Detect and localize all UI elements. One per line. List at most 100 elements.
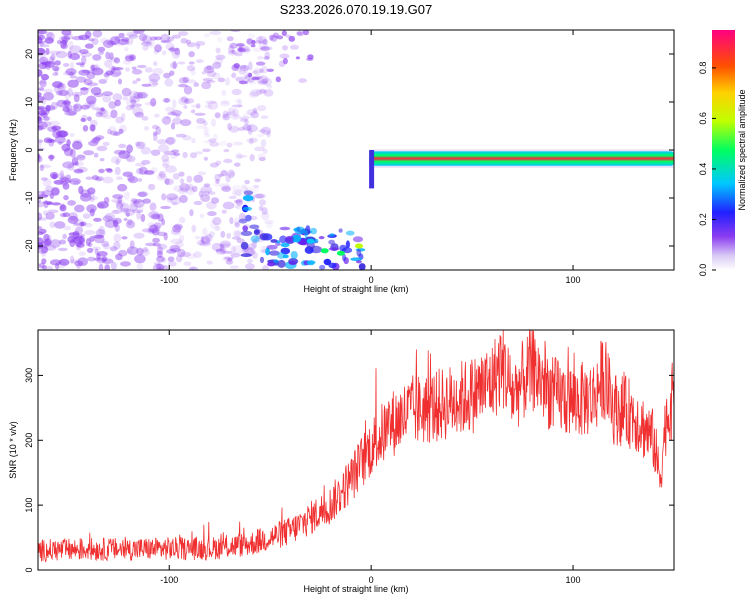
signal-blob — [253, 229, 260, 235]
noise-blob — [67, 163, 75, 171]
y-tick-label: 20 — [24, 49, 34, 59]
noise-blob — [250, 250, 257, 254]
noise-blob — [214, 225, 221, 232]
noise-blob — [234, 230, 241, 238]
noise-blob — [38, 125, 44, 131]
noise-blob — [194, 40, 206, 46]
noise-blob — [173, 152, 181, 157]
noise-blob — [189, 152, 198, 159]
noise-blob — [172, 224, 182, 233]
noise-blob — [263, 56, 270, 60]
noise-blob — [60, 40, 67, 49]
noise-blob — [253, 68, 262, 76]
noise-blob — [129, 103, 136, 109]
noise-blob — [141, 116, 149, 121]
noise-blob — [188, 51, 195, 58]
noise-blob — [38, 231, 45, 236]
noise-blob — [71, 157, 79, 166]
noise-blob — [40, 108, 50, 116]
noise-blob — [77, 233, 86, 237]
signal-peak — [320, 248, 329, 254]
noise-blob — [233, 199, 243, 203]
noise-blob — [247, 258, 253, 264]
noise-blob — [127, 176, 139, 184]
noise-blob — [56, 90, 63, 96]
noise-blob — [69, 45, 82, 54]
noise-blob — [115, 158, 120, 166]
noise-blob — [152, 237, 161, 243]
noise-blob — [98, 51, 105, 55]
noise-blob — [156, 255, 165, 263]
noise-blob — [266, 68, 274, 73]
signal-blob — [358, 263, 366, 270]
noise-blob — [53, 179, 65, 185]
noise-blob — [162, 265, 169, 270]
noise-blob — [258, 205, 264, 211]
noise-blob — [98, 263, 104, 270]
noise-blob — [38, 212, 43, 221]
noise-blob — [90, 87, 102, 96]
signal-blob — [277, 259, 286, 268]
noise-blob — [113, 241, 121, 250]
noise-blob — [76, 263, 81, 269]
noise-blob — [205, 233, 213, 243]
noise-blob — [138, 141, 147, 148]
noise-blob — [72, 140, 83, 150]
noise-blob — [165, 136, 176, 145]
noise-blob — [40, 177, 48, 181]
descending-signal — [238, 190, 366, 270]
noise-blob — [260, 139, 267, 148]
noise-blob — [163, 97, 170, 103]
noise-blob — [262, 77, 273, 87]
noise-blob — [125, 105, 134, 111]
noise-blob — [249, 154, 255, 162]
y-tick-label: 200 — [24, 433, 34, 448]
noise-blob — [158, 170, 166, 179]
noise-blob — [207, 191, 216, 196]
noise-blob — [118, 32, 125, 39]
signal-blob — [259, 233, 269, 241]
noise-blob — [56, 39, 62, 45]
noise-blob — [89, 197, 95, 202]
noise-blob — [167, 47, 180, 52]
noise-blob — [39, 164, 52, 169]
noise-blob — [38, 138, 43, 144]
noise-blob — [218, 173, 224, 177]
noise-blob — [231, 49, 236, 55]
snr-y-label: SNR (10 * v/v) — [8, 421, 18, 479]
noise-blob — [211, 118, 216, 127]
noise-blob — [100, 107, 105, 112]
band-core — [371, 151, 674, 166]
noise-blob — [57, 173, 65, 181]
noise-blob — [226, 232, 232, 239]
noise-blob — [38, 139, 43, 144]
noise-blob — [231, 72, 237, 79]
noise-blob — [153, 61, 158, 66]
noise-blob — [164, 165, 177, 173]
signal-blob — [329, 233, 335, 237]
noise-blob — [80, 117, 86, 122]
noise-blob — [251, 252, 258, 259]
noise-blob — [156, 267, 163, 270]
noise-blob — [130, 198, 138, 204]
noise-blob — [252, 70, 259, 74]
noise-blob — [81, 55, 87, 65]
noise-blob — [138, 33, 148, 42]
snr-x-label: Height of straight line (km) — [303, 584, 408, 594]
noise-blob — [69, 133, 75, 137]
noise-blob — [160, 40, 172, 44]
noise-blob — [78, 251, 87, 256]
noise-blob — [165, 42, 175, 51]
noise-blob — [132, 80, 138, 85]
y-tick-label: 100 — [24, 498, 34, 513]
noise-blob — [141, 228, 153, 233]
noise-blob — [205, 100, 217, 105]
noise-blob — [113, 72, 122, 76]
signal-blob — [288, 261, 297, 266]
noise-blob — [213, 133, 218, 141]
noise-blob — [219, 240, 232, 249]
noise-blob — [152, 124, 159, 130]
noise-blob — [102, 256, 108, 262]
noise-blob — [89, 208, 95, 217]
noise-blob — [45, 31, 54, 38]
